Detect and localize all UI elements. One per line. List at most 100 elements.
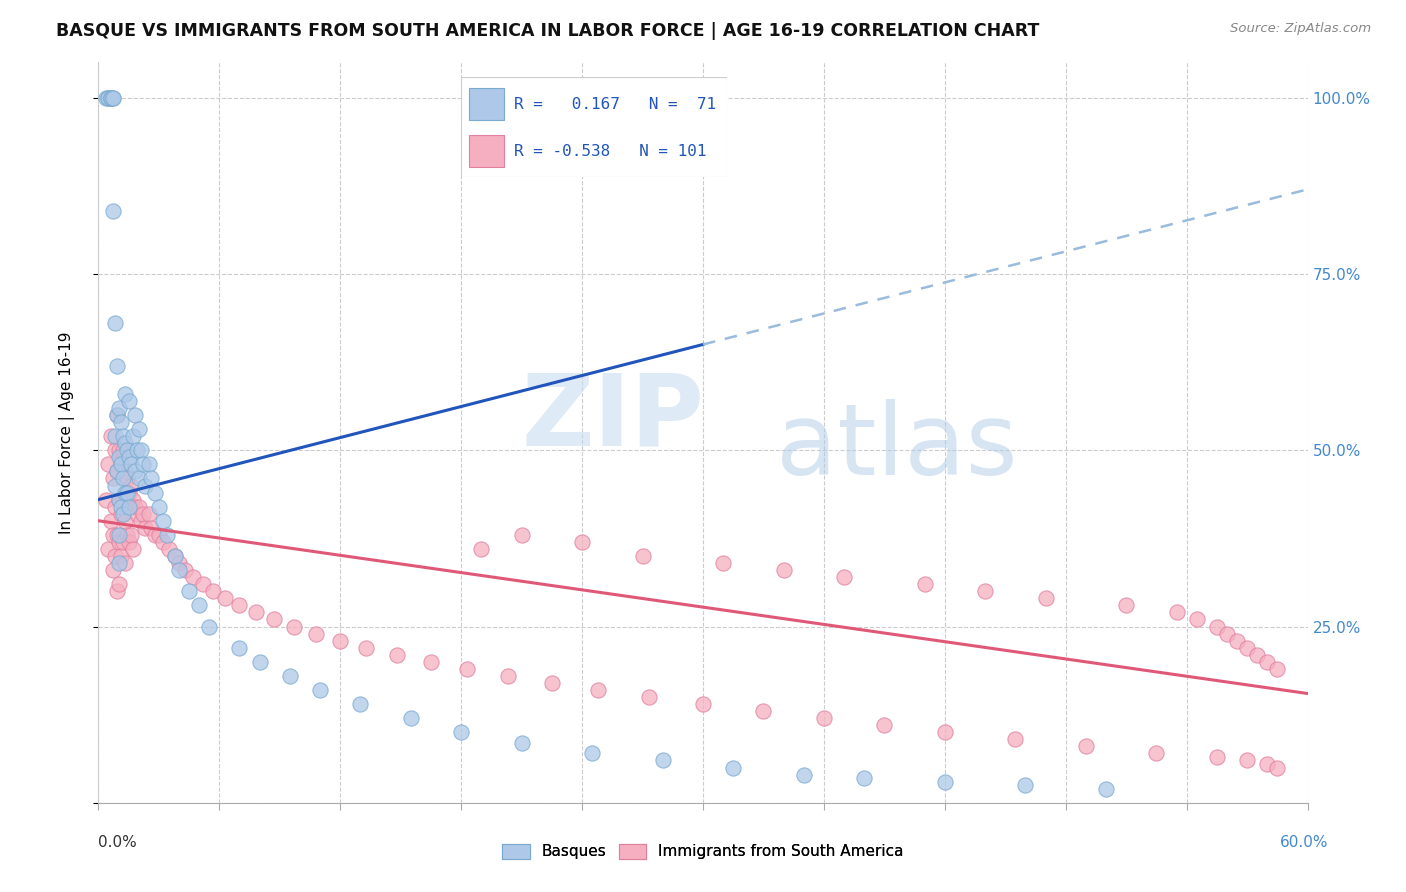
Point bbox=[309, 683, 332, 698]
Point bbox=[934, 774, 956, 789]
Point bbox=[107, 401, 129, 415]
Point bbox=[101, 91, 124, 105]
Point bbox=[97, 541, 120, 556]
Text: BASQUE VS IMMIGRANTS FROM SOUTH AMERICA IN LABOR FORCE | AGE 16-19 CORRELATION C: BASQUE VS IMMIGRANTS FROM SOUTH AMERICA … bbox=[56, 22, 1039, 40]
Point bbox=[101, 203, 124, 218]
Point bbox=[772, 563, 794, 577]
Point bbox=[1095, 781, 1118, 796]
Point bbox=[156, 528, 179, 542]
Point bbox=[1236, 640, 1258, 655]
Point bbox=[1146, 747, 1168, 761]
Point bbox=[853, 771, 876, 785]
Point bbox=[138, 458, 160, 472]
Point bbox=[110, 415, 132, 429]
Point bbox=[399, 711, 422, 725]
Point bbox=[121, 429, 143, 443]
Point bbox=[105, 528, 128, 542]
Point bbox=[138, 507, 160, 521]
Point bbox=[1014, 778, 1036, 792]
Point bbox=[249, 655, 271, 669]
Point bbox=[157, 541, 180, 556]
Y-axis label: In Labor Force | Age 16-19: In Labor Force | Age 16-19 bbox=[59, 331, 75, 534]
Point bbox=[283, 619, 305, 633]
Point bbox=[793, 767, 815, 781]
Point bbox=[101, 91, 124, 105]
Point bbox=[114, 464, 136, 478]
Point bbox=[105, 584, 128, 599]
Point bbox=[143, 528, 166, 542]
Point bbox=[118, 450, 141, 465]
Point bbox=[496, 669, 519, 683]
Point bbox=[115, 485, 138, 500]
Point bbox=[118, 485, 141, 500]
Point bbox=[111, 507, 134, 521]
Point bbox=[188, 599, 211, 613]
Point bbox=[631, 549, 654, 563]
Point bbox=[97, 91, 120, 105]
Point bbox=[1216, 626, 1239, 640]
Point bbox=[111, 429, 134, 443]
Point bbox=[132, 458, 155, 472]
Point bbox=[105, 408, 128, 422]
Point bbox=[124, 500, 146, 514]
Text: atlas: atlas bbox=[776, 399, 1017, 496]
Point bbox=[96, 91, 118, 105]
Point bbox=[107, 450, 129, 465]
Point bbox=[111, 492, 134, 507]
Point bbox=[163, 549, 186, 563]
Point bbox=[420, 655, 443, 669]
Point bbox=[110, 500, 132, 514]
Point bbox=[118, 535, 141, 549]
Point bbox=[179, 584, 201, 599]
Point bbox=[100, 91, 122, 105]
Point bbox=[581, 747, 603, 761]
Point bbox=[832, 570, 855, 584]
Point bbox=[115, 443, 138, 458]
Point bbox=[103, 549, 125, 563]
Point bbox=[129, 443, 152, 458]
Point bbox=[110, 549, 132, 563]
Point bbox=[143, 485, 166, 500]
Point bbox=[349, 697, 371, 711]
Point bbox=[114, 436, 136, 450]
Point bbox=[97, 91, 120, 105]
Point bbox=[105, 464, 128, 478]
Point bbox=[120, 458, 142, 472]
Point bbox=[456, 662, 478, 676]
Point bbox=[305, 626, 328, 640]
Point bbox=[139, 521, 162, 535]
Point bbox=[752, 704, 775, 718]
Point bbox=[450, 725, 472, 739]
Text: 60.0%: 60.0% bbox=[1281, 836, 1329, 850]
Point bbox=[1115, 599, 1137, 613]
Point bbox=[723, 760, 745, 774]
Point bbox=[105, 464, 128, 478]
Point bbox=[228, 640, 250, 655]
Point bbox=[110, 458, 132, 472]
Point bbox=[914, 577, 936, 591]
Point bbox=[934, 725, 956, 739]
Point bbox=[100, 514, 122, 528]
Point bbox=[148, 528, 170, 542]
Point bbox=[103, 500, 125, 514]
Point bbox=[111, 471, 134, 485]
Point bbox=[1226, 633, 1249, 648]
Point bbox=[105, 359, 128, 373]
Point bbox=[107, 492, 129, 507]
Point bbox=[510, 736, 533, 750]
Point bbox=[692, 697, 714, 711]
Point bbox=[115, 471, 138, 485]
Point bbox=[1267, 760, 1289, 774]
Point bbox=[263, 612, 285, 626]
Point bbox=[107, 528, 129, 542]
Point bbox=[107, 443, 129, 458]
Point bbox=[97, 458, 120, 472]
Point bbox=[101, 528, 124, 542]
Point bbox=[385, 648, 408, 662]
Point bbox=[1267, 662, 1289, 676]
Point bbox=[198, 619, 221, 633]
Point bbox=[100, 429, 122, 443]
Point bbox=[329, 633, 352, 648]
Point bbox=[132, 507, 155, 521]
Point bbox=[118, 393, 141, 408]
